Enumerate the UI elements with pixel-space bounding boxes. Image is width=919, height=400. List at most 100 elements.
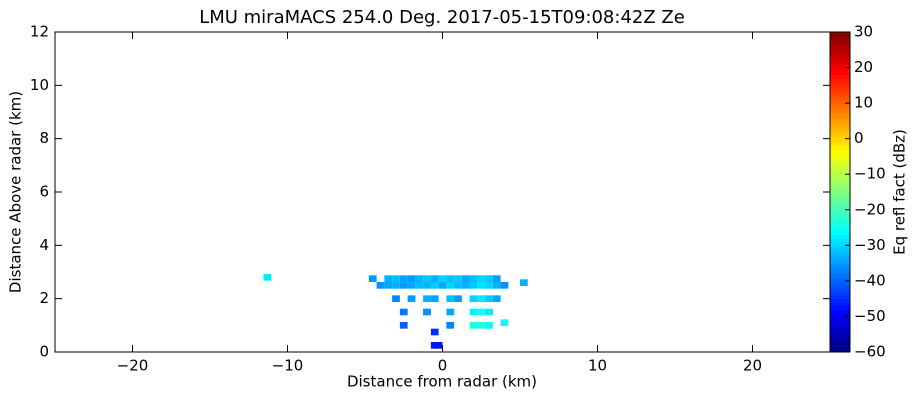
colorbar-segment bbox=[830, 49, 850, 54]
colorbar-segment bbox=[830, 213, 850, 218]
echo-cell bbox=[500, 319, 509, 326]
colorbar-tick-label: −40 bbox=[854, 271, 886, 289]
colorbar-segment bbox=[830, 142, 850, 147]
colorbar-segment bbox=[830, 88, 850, 93]
y-tick-label: 0 bbox=[39, 343, 49, 361]
echo-cell bbox=[423, 282, 431, 289]
colorbar-segment bbox=[830, 81, 850, 86]
colorbar-segment bbox=[830, 145, 850, 150]
echo-cell bbox=[415, 282, 424, 289]
colorbar-segment bbox=[830, 128, 850, 133]
y-tick-label: 10 bbox=[30, 76, 49, 94]
colorbar-segment bbox=[830, 35, 850, 40]
colorbar-segment bbox=[830, 209, 850, 214]
colorbar-segment bbox=[830, 277, 850, 282]
colorbar-tick-label: −30 bbox=[854, 236, 886, 254]
x-tick-label: 10 bbox=[588, 357, 607, 375]
colorbar-segment bbox=[830, 312, 850, 317]
echo-cell bbox=[469, 275, 478, 282]
echo-cell bbox=[492, 295, 501, 302]
echo-cell bbox=[392, 295, 400, 302]
echo-cell bbox=[485, 275, 493, 282]
y-tick-label: 8 bbox=[39, 129, 49, 147]
echo-cell bbox=[446, 322, 455, 329]
colorbar-segment bbox=[830, 53, 850, 58]
colorbar-segment bbox=[830, 273, 850, 278]
colorbar-segment bbox=[830, 113, 850, 118]
colorbar-segment bbox=[830, 39, 850, 44]
echo-cell bbox=[446, 295, 455, 302]
y-tick-label: 2 bbox=[39, 289, 49, 307]
colorbar-segment bbox=[830, 106, 850, 111]
x-tick-label: −10 bbox=[272, 357, 304, 375]
colorbar-segment bbox=[830, 337, 850, 342]
echo-cell bbox=[492, 275, 501, 282]
colorbar-segment bbox=[830, 60, 850, 65]
colorbar-segment bbox=[830, 181, 850, 186]
y-axis-label: Distance Above radar (km) bbox=[7, 91, 25, 293]
y-tick-label: 12 bbox=[30, 23, 49, 41]
colorbar-segment bbox=[830, 302, 850, 307]
colorbar-segment bbox=[830, 320, 850, 325]
echo-cell bbox=[415, 275, 424, 282]
colorbar-tick-label: −10 bbox=[854, 165, 886, 183]
colorbar-segment bbox=[830, 110, 850, 115]
colorbar-segment bbox=[830, 135, 850, 140]
colorbar-segment bbox=[830, 99, 850, 104]
colorbar-segment bbox=[830, 348, 850, 353]
colorbar-segment bbox=[830, 330, 850, 335]
colorbar-segment bbox=[830, 85, 850, 90]
colorbar-segment bbox=[830, 206, 850, 211]
colorbar-segment bbox=[830, 74, 850, 79]
colorbar-segment bbox=[830, 231, 850, 236]
colorbar-segment bbox=[830, 248, 850, 253]
colorbar-segment bbox=[830, 305, 850, 310]
echo-cell bbox=[430, 275, 439, 282]
echo-cell bbox=[407, 295, 416, 302]
y-tick-label: 4 bbox=[39, 236, 49, 254]
colorbar-segment bbox=[830, 117, 850, 122]
colorbar-segment bbox=[830, 241, 850, 246]
echo-cell bbox=[407, 275, 416, 282]
colorbar-segment bbox=[830, 220, 850, 225]
echo-cell bbox=[399, 322, 408, 329]
echo-cell bbox=[384, 275, 393, 282]
echo-cell bbox=[492, 282, 501, 289]
colorbar-segment bbox=[830, 120, 850, 125]
colorbar-segment bbox=[830, 67, 850, 72]
echo-cell bbox=[485, 308, 493, 316]
echo-cell bbox=[477, 308, 486, 316]
echo-cell bbox=[477, 295, 486, 302]
echo-cell bbox=[454, 275, 462, 282]
colorbar-segment bbox=[830, 227, 850, 232]
colorbar-segment bbox=[830, 170, 850, 175]
echo-cell bbox=[461, 275, 470, 282]
echo-cell bbox=[392, 275, 400, 282]
echo-cell bbox=[368, 275, 377, 282]
colorbar-segment bbox=[830, 177, 850, 182]
colorbar-segment bbox=[830, 270, 850, 275]
colorbar-segment bbox=[830, 46, 850, 51]
x-tick-label: 0 bbox=[438, 357, 448, 375]
echo-cell bbox=[423, 295, 431, 302]
colorbar-segment bbox=[830, 124, 850, 129]
colorbar-segment bbox=[830, 160, 850, 165]
echo-cell bbox=[469, 308, 478, 316]
colorbar-segment bbox=[830, 284, 850, 289]
echo-cell bbox=[500, 282, 509, 289]
echo-cell bbox=[407, 282, 416, 289]
colorbar-segment bbox=[830, 199, 850, 204]
echo-cell bbox=[399, 308, 408, 316]
colorbar-segment bbox=[830, 156, 850, 161]
echo-cell bbox=[423, 275, 431, 282]
echo-cell bbox=[376, 282, 385, 289]
echo-cell bbox=[477, 275, 486, 282]
echo-cell bbox=[399, 275, 408, 282]
colorbar-segment bbox=[830, 71, 850, 76]
colorbar-segment bbox=[830, 344, 850, 349]
echo-cell bbox=[446, 275, 455, 282]
echo-cell bbox=[454, 295, 462, 302]
echo-cell bbox=[469, 282, 478, 289]
colorbar-segment bbox=[830, 216, 850, 221]
